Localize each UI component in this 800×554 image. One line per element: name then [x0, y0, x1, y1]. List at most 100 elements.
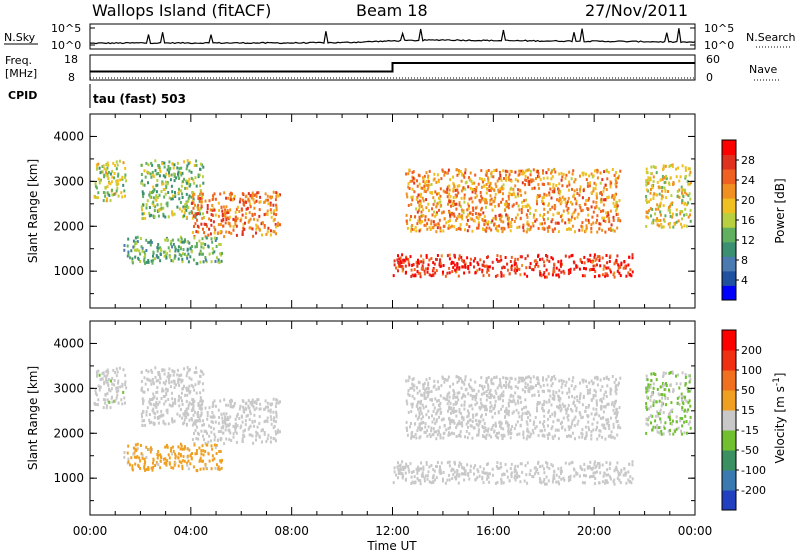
echo-cell: [241, 213, 244, 217]
echo-cell: [414, 480, 417, 484]
echo-cell: [176, 205, 179, 209]
echo-cell: [449, 401, 452, 405]
echo-cell: [393, 470, 396, 474]
echo-cell: [421, 220, 424, 224]
echo-cell: [136, 235, 139, 239]
echo-cell: [422, 467, 425, 471]
echo-cell: [465, 222, 468, 226]
echo-cell: [211, 198, 214, 201]
echo-cell: [269, 229, 272, 233]
echo-cell: [659, 385, 662, 389]
echo-cell: [412, 176, 415, 180]
echo-cell: [208, 199, 211, 203]
echo-cell: [477, 223, 480, 227]
echo-cell: [221, 419, 224, 423]
echo-cell: [158, 400, 161, 404]
echo-cell: [463, 382, 466, 386]
echo-cell: [647, 216, 650, 220]
echo-cell: [417, 173, 420, 177]
echo-cell: [469, 385, 472, 389]
echo-cell: [555, 480, 558, 484]
echo-cell: [192, 413, 195, 417]
echo-cell: [592, 186, 595, 190]
echo-cell: [162, 250, 165, 254]
echo-cell: [672, 181, 675, 184]
echo-cell: [510, 386, 513, 390]
echo-cell: [599, 222, 602, 226]
echo-cell: [619, 265, 622, 269]
echo-cell: [105, 163, 108, 166]
echo-cell: [171, 190, 174, 194]
echo-cell: [275, 410, 278, 414]
echo-cell: [173, 370, 176, 374]
echo-cell: [668, 371, 671, 375]
echo-cell: [522, 223, 525, 227]
echo-cell: [514, 391, 517, 395]
echo-cell: [416, 222, 419, 226]
echo-cell: [192, 201, 195, 205]
echo-cell: [442, 471, 445, 474]
echo-cell: [193, 388, 196, 392]
echo-cell: [616, 461, 619, 465]
echo-cell: [687, 167, 690, 171]
echo-cell: [182, 205, 185, 209]
echo-cell: [594, 206, 597, 210]
echo-cell: [245, 200, 248, 204]
echo-cell: [475, 396, 478, 399]
echo-cell: [187, 206, 190, 210]
echo-cell: [580, 416, 583, 420]
echo-cell: [466, 409, 469, 413]
echo-cell: [453, 461, 456, 465]
echo-cell: [602, 474, 605, 478]
echo-cell: [133, 244, 136, 248]
echo-cell: [164, 382, 167, 386]
echo-cell: [449, 385, 452, 389]
echo-cell: [420, 461, 423, 465]
echo-cell: [214, 446, 217, 449]
echo-cell: [459, 204, 462, 208]
echo-cell: [560, 477, 563, 481]
echo-cell: [662, 411, 665, 415]
echo-cell: [471, 407, 474, 411]
echo-cell: [198, 459, 201, 463]
echo-cell: [543, 192, 546, 196]
echo-cell: [507, 402, 510, 405]
echo-cell: [191, 452, 193, 455]
echo-cell: [257, 191, 260, 195]
echo-cell: [146, 170, 149, 174]
echo-cell: [136, 447, 139, 451]
echo-cell: [458, 391, 461, 395]
echo-cell: [255, 231, 257, 235]
echo-cell: [546, 383, 549, 387]
echo-cell: [251, 398, 254, 402]
echo-cell: [672, 432, 675, 436]
echo-cell: [505, 205, 508, 209]
echo-cell: [141, 216, 144, 220]
echo-cell: [115, 182, 118, 186]
echo-cell: [592, 189, 595, 193]
echo-cell: [595, 200, 598, 204]
echo-cell: [123, 248, 126, 252]
echo-cell: [683, 409, 686, 413]
echo-cell: [592, 200, 595, 204]
echo-cell: [186, 393, 189, 397]
echo-cell: [669, 202, 672, 206]
echo-cell: [655, 400, 658, 404]
echo-cell: [585, 267, 587, 271]
echo-cell: [686, 179, 689, 183]
echo-cell: [450, 204, 452, 208]
echo-cell: [584, 425, 587, 429]
echo-cell: [251, 227, 254, 231]
echo-cell: [161, 389, 164, 393]
echo-cell: [401, 269, 404, 273]
echo-cell: [652, 218, 655, 222]
echo-cell: [652, 425, 655, 429]
echo-cell: [587, 218, 590, 222]
echo-cell: [561, 213, 563, 217]
echo-cell: [202, 165, 205, 169]
echo-cell: [552, 437, 555, 440]
echo-cell: [560, 378, 563, 382]
echo-cell: [654, 373, 657, 376]
echo-cell: [504, 169, 507, 173]
echo-cell: [560, 259, 563, 263]
